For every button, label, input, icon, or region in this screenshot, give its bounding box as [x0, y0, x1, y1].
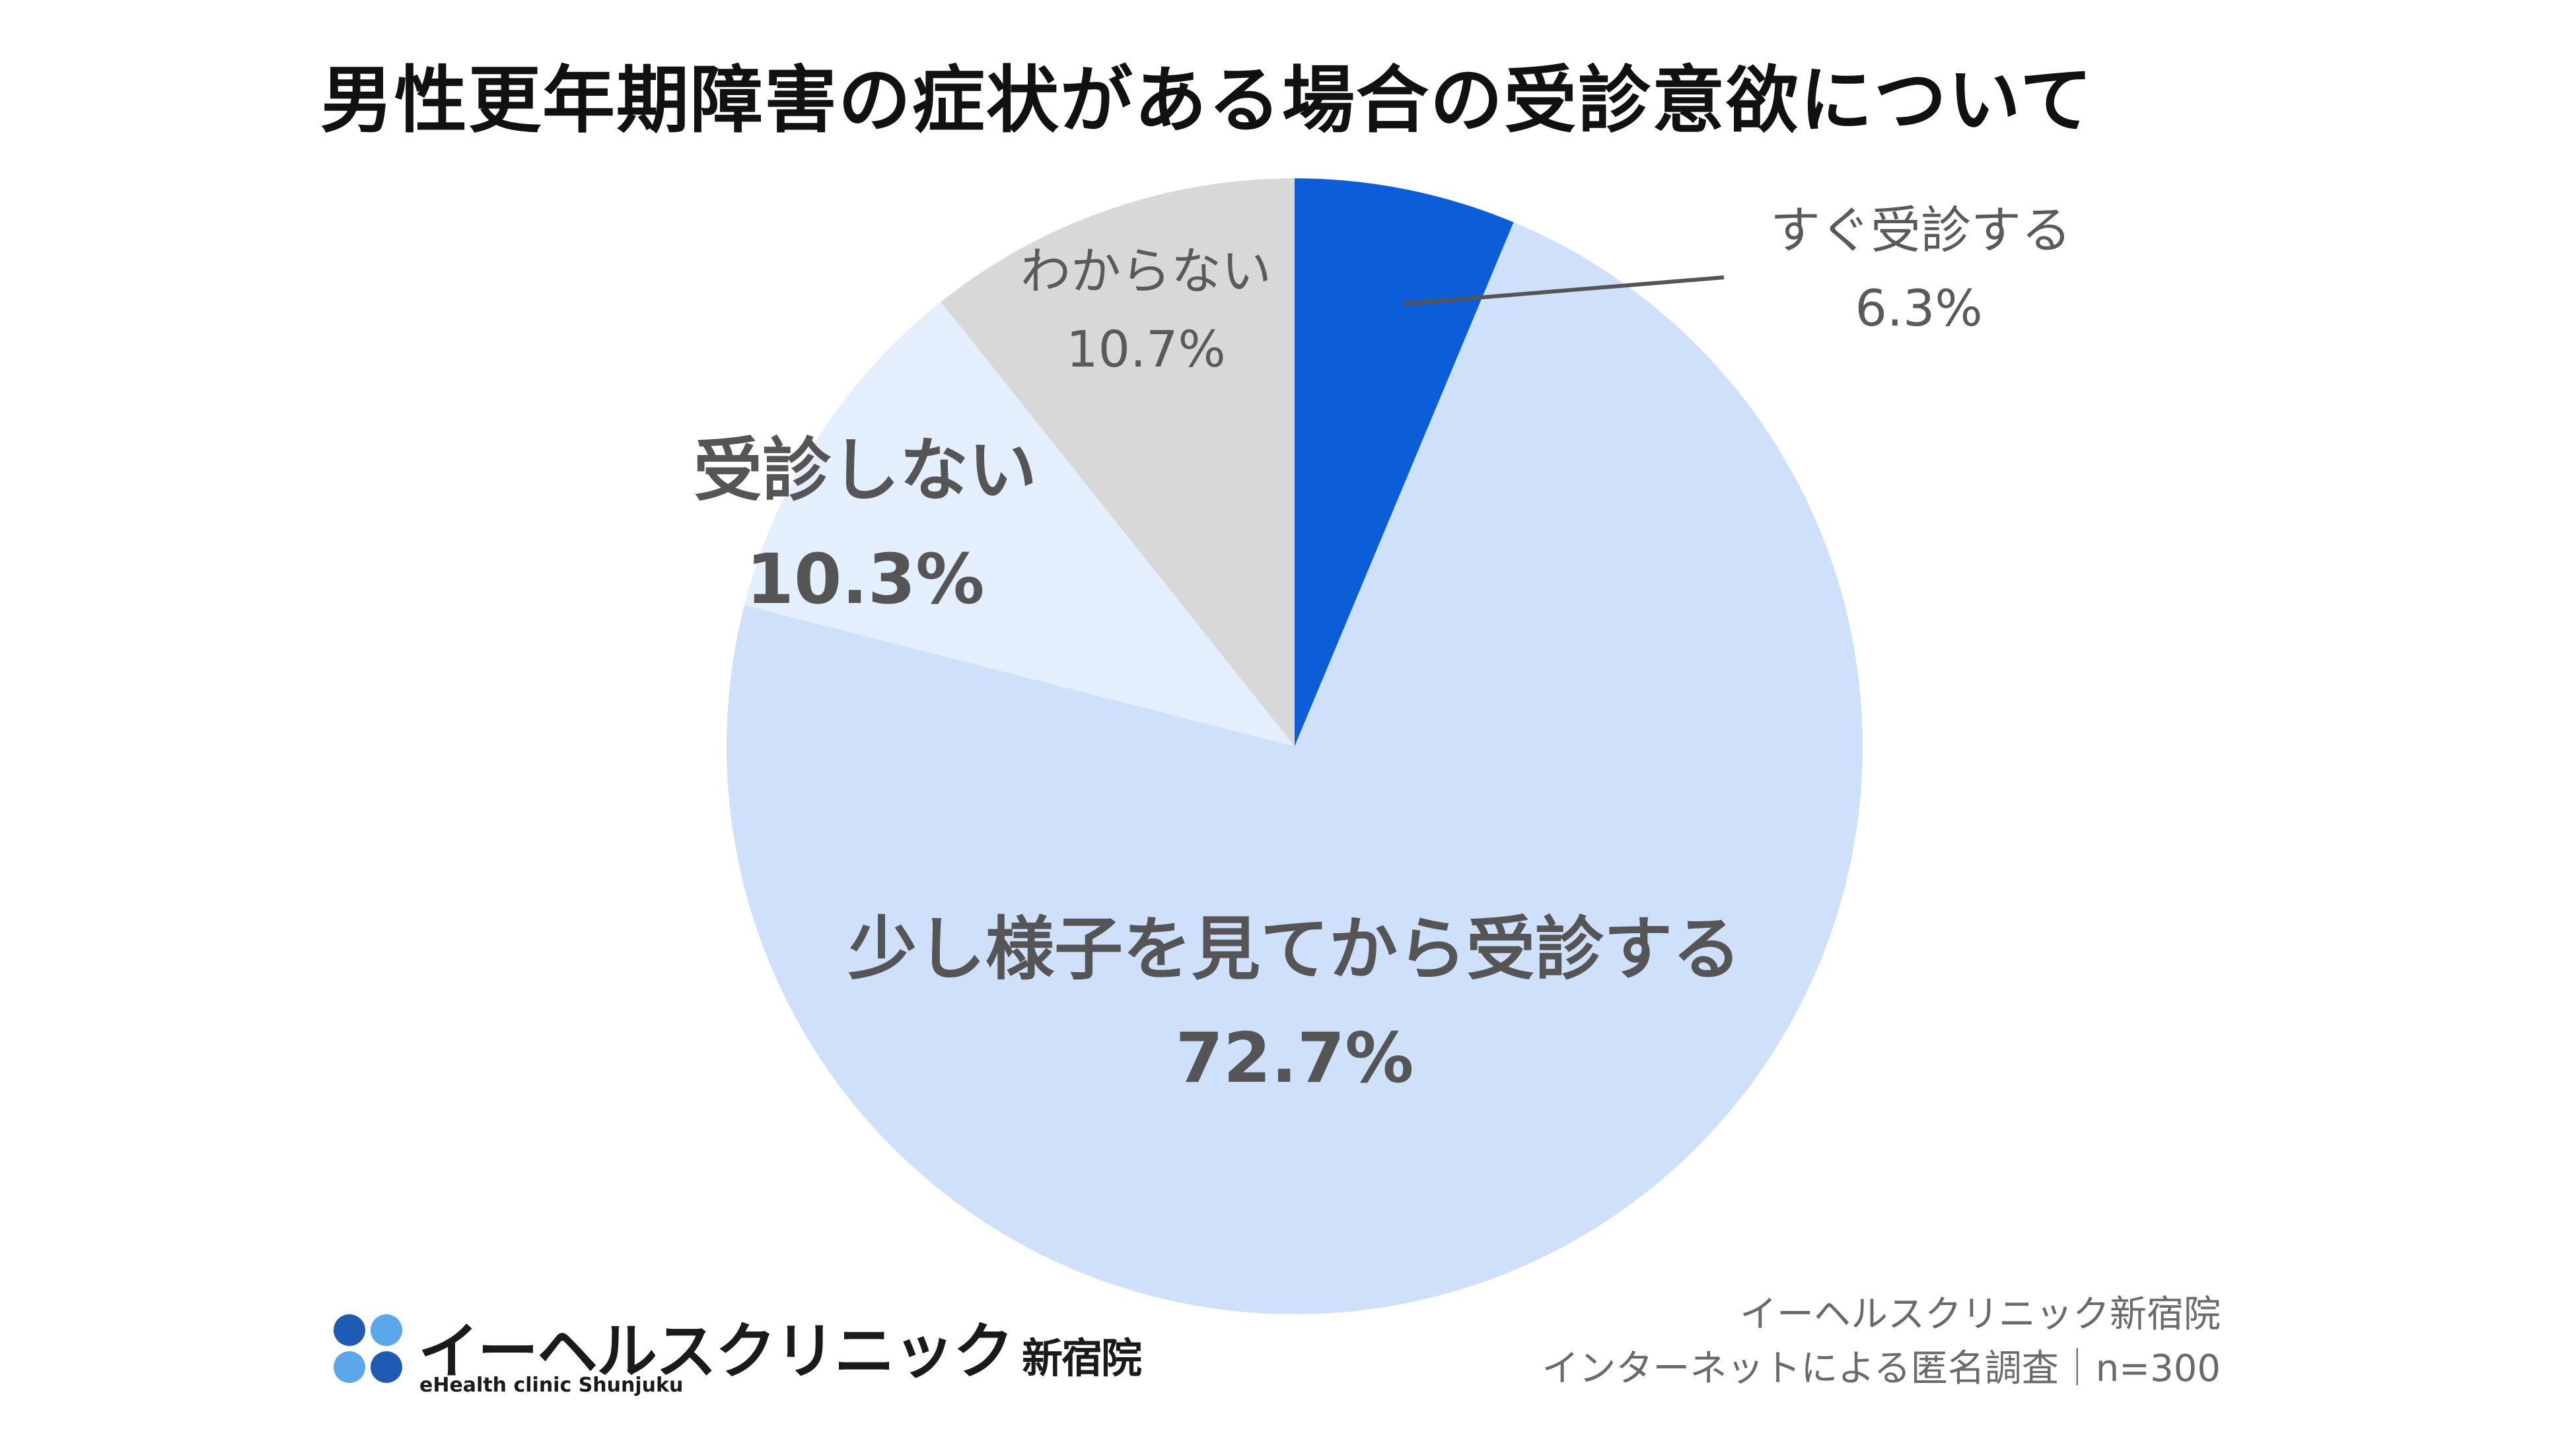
- logo-name-jp: イーヘルスクリニック: [418, 1316, 1014, 1387]
- slice-label-soon: すぐ受診する 6.3%: [1770, 192, 2071, 347]
- logo-name-en: eHealth clinic Shunjuku: [419, 1374, 684, 1397]
- slice-label-soon-name: すぐ受診する: [1770, 201, 2071, 260]
- chart-title: 男性更年期障害の症状がある場合の受診意欲について: [320, 58, 2094, 143]
- slice-label-no: 受診しない 10.3%: [654, 416, 1077, 634]
- logo-dot-icon: [334, 1314, 365, 1346]
- leader-line-soon: [1403, 275, 1725, 306]
- logo-dot-icon: [371, 1314, 402, 1346]
- slice-label-no-name: 受診しない: [693, 430, 1037, 511]
- logo-dot-icon: [334, 1351, 365, 1383]
- source-note: イーヘルスクリニック新宿院 インターネットによる匿名調査｜n=300: [1542, 1288, 2221, 1396]
- pie-slice-soon: [1295, 178, 1514, 746]
- pie-slice-no: [744, 302, 1295, 746]
- pie-slice-unknown: [941, 178, 1295, 746]
- source-survey: インターネットによる匿名調査｜n=300: [1542, 1347, 2221, 1390]
- slice-label-unknown-name: わからない: [1020, 242, 1271, 300]
- slice-label-soon-value: 6.3%: [1855, 279, 1983, 337]
- logo-name: イーヘルスクリニック 新宿院: [418, 1302, 1142, 1390]
- logo-branch: 新宿院: [1022, 1334, 1142, 1382]
- slice-label-wait-name: 少し様子を見てから受診する: [847, 909, 1741, 989]
- slice-label-no-value: 10.3%: [746, 539, 985, 619]
- slice-label-wait: 少し様子を見てから受診する 72.7%: [766, 895, 1823, 1113]
- slice-label-wait-value: 72.7%: [1175, 1018, 1414, 1098]
- slice-label-unknown-value: 10.7%: [1066, 320, 1226, 378]
- logo-dot-icon: [371, 1351, 402, 1383]
- slice-label-unknown: わからない 10.7%: [991, 232, 1301, 388]
- pie-slice-wait: [727, 222, 1863, 1314]
- source-clinic: イーヘルスクリニック新宿院: [1740, 1293, 2221, 1336]
